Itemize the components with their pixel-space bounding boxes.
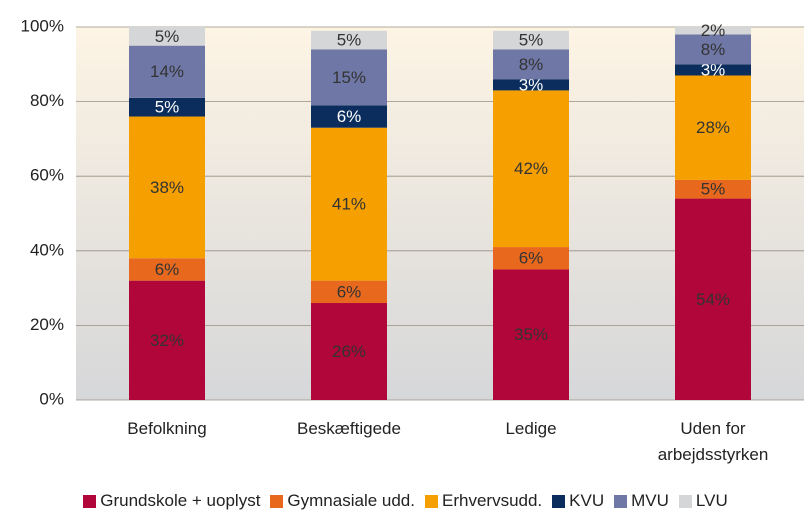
bar-segment	[311, 105, 387, 128]
y-tick-label: 20%	[30, 315, 64, 334]
x-tick-label: Uden for arbejdsstyrken	[657, 419, 769, 464]
data-label: 42%	[514, 159, 548, 178]
legend-swatch	[83, 494, 97, 508]
legend-item: KVU	[552, 491, 604, 511]
data-label: 8%	[519, 55, 544, 74]
data-label: 6%	[337, 107, 362, 126]
legend-label: MVU	[631, 491, 669, 510]
bar-segment	[129, 116, 205, 259]
legend-item: LVU	[678, 491, 728, 511]
data-label: 5%	[155, 98, 180, 117]
y-tick-label: 0%	[39, 389, 64, 408]
bar-segment	[129, 45, 205, 98]
data-label: 6%	[519, 249, 544, 268]
plot: 0% 20% 40% 60% 80% 100% 32% 6% 38% 5% 14% 5% 26% 6% 41…	[21, 16, 804, 408]
bar-segment	[493, 247, 569, 270]
data-label: 32%	[150, 331, 184, 350]
data-label: 28%	[696, 118, 730, 137]
data-label: 5%	[519, 31, 544, 50]
y-tick-label: 100%	[21, 16, 64, 35]
legend-swatch	[425, 494, 438, 508]
data-label: 41%	[332, 195, 366, 214]
legend-swatch	[270, 494, 284, 508]
bar-segment	[311, 127, 387, 281]
data-label: 3%	[701, 60, 726, 79]
bar-segment	[493, 269, 569, 400]
data-label: 35%	[514, 325, 548, 344]
legend-item: MVU	[614, 491, 669, 511]
bar-segment	[675, 27, 751, 35]
bar-segment	[675, 198, 751, 400]
bar-segment	[129, 280, 205, 400]
bar-segment	[129, 97, 205, 117]
legend-swatch	[552, 494, 566, 508]
legend: Grundskole + uoplyst Gymnasiale udd. Erhve…	[0, 491, 811, 511]
bar-segment	[493, 79, 569, 91]
data-label: 5%	[701, 180, 726, 199]
bar-segment	[311, 30, 387, 50]
legend-label: KVU	[569, 491, 605, 510]
bar-segment	[311, 303, 387, 400]
x-tick-label: Befolkning	[127, 419, 207, 438]
legend-item: Gymnasiale udd.	[270, 491, 415, 511]
bar-segment	[493, 49, 569, 80]
y-tick-label: 80%	[30, 91, 64, 110]
legend-swatch	[614, 494, 628, 508]
legend-label: Gymnasiale udd.	[287, 491, 415, 510]
legend-swatch	[678, 494, 692, 508]
bar-segment	[675, 179, 751, 199]
bar-segment	[675, 64, 751, 76]
data-label: 38%	[150, 178, 184, 197]
x-tick-label: Beskæftigede	[297, 419, 401, 438]
data-label: 15%	[332, 68, 366, 87]
x-tick-label: Ledige	[505, 419, 557, 438]
y-tick-label: 60%	[30, 166, 64, 185]
bar-segment	[675, 75, 751, 180]
legend-item: Erhvervsudd.	[425, 491, 542, 511]
bar-segment	[311, 49, 387, 106]
data-label: 2%	[701, 21, 726, 40]
data-label: 14%	[150, 62, 184, 81]
y-tick-label: 40%	[30, 240, 64, 259]
legend-label: Erhvervsudd.	[442, 491, 543, 510]
legend-label: LVU	[695, 491, 728, 510]
bar-segment	[493, 90, 569, 248]
data-label: 54%	[696, 290, 730, 309]
data-label: 5%	[155, 27, 180, 46]
data-label: 8%	[701, 40, 726, 59]
data-label: 5%	[337, 31, 362, 50]
data-label: 26%	[332, 342, 366, 361]
data-label: 3%	[519, 75, 544, 94]
legend-item: Grundskole + uoplyst	[83, 491, 260, 511]
data-label: 6%	[155, 260, 180, 279]
legend-label: Grundskole + uoplyst	[100, 491, 261, 510]
bar-segment	[129, 27, 205, 46]
bar-segment	[675, 34, 751, 65]
data-label: 6%	[337, 282, 362, 301]
bar-segment	[129, 258, 205, 281]
bar-segment	[493, 30, 569, 50]
bar-segment	[311, 280, 387, 304]
